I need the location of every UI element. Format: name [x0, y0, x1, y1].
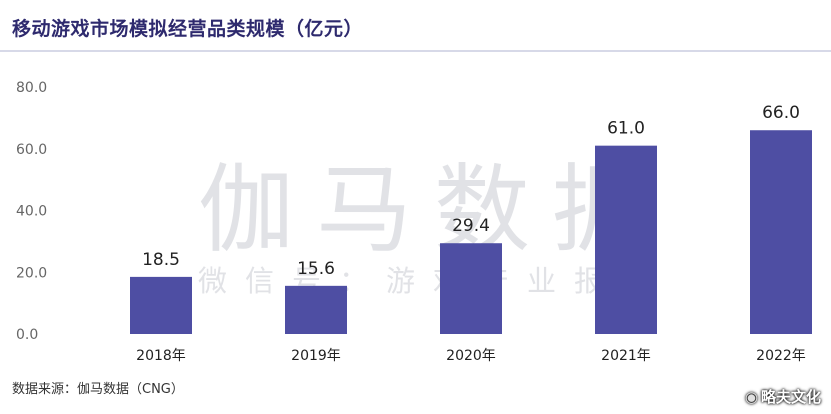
bar-value-label: 29.4 — [452, 216, 490, 236]
y-tick-label: 40.0 — [16, 204, 47, 220]
y-tick-label: 80.0 — [16, 80, 47, 96]
x-tick-label: 2018年 — [136, 348, 186, 364]
bar — [440, 243, 502, 334]
y-tick-label: 0.0 — [16, 327, 38, 343]
bar — [285, 285, 347, 334]
title-divider — [0, 50, 831, 52]
bar-value-label: 61.0 — [607, 119, 645, 139]
credit-watermark: ◉ 略夫文化 — [745, 386, 821, 407]
bars: 18.5 15.6 29.4 61.0 66.0 — [130, 103, 812, 334]
credit-text: 略夫文化 — [760, 388, 821, 406]
x-axis: 2018年 2019年 2020年 2021年 2022年 — [136, 348, 806, 364]
weibo-icon: ◉ — [744, 388, 758, 406]
bar-value-label: 15.6 — [297, 259, 335, 279]
x-tick-label: 2019年 — [291, 348, 341, 364]
bar — [750, 130, 812, 334]
data-source: 数据来源：伽马数据（CNG） — [12, 382, 184, 397]
watermark-sub: 微信号：游戏产业报告 — [198, 264, 669, 298]
x-tick-label: 2022年 — [756, 348, 806, 364]
y-axis: 0.0 20.0 40.0 60.0 80.0 — [16, 80, 47, 343]
x-tick-label: 2020年 — [446, 348, 496, 364]
watermark-main: 伽马数据 — [198, 154, 670, 266]
bar-value-label: 66.0 — [762, 103, 800, 123]
y-tick-label: 60.0 — [16, 142, 47, 158]
bar — [595, 145, 657, 334]
chart-title: 移动游戏市场模拟经营品类规模（亿元） — [12, 18, 364, 40]
x-tick-label: 2021年 — [601, 348, 651, 364]
y-tick-label: 20.0 — [16, 265, 47, 281]
bar-value-label: 18.5 — [142, 250, 180, 270]
bar — [130, 276, 192, 334]
